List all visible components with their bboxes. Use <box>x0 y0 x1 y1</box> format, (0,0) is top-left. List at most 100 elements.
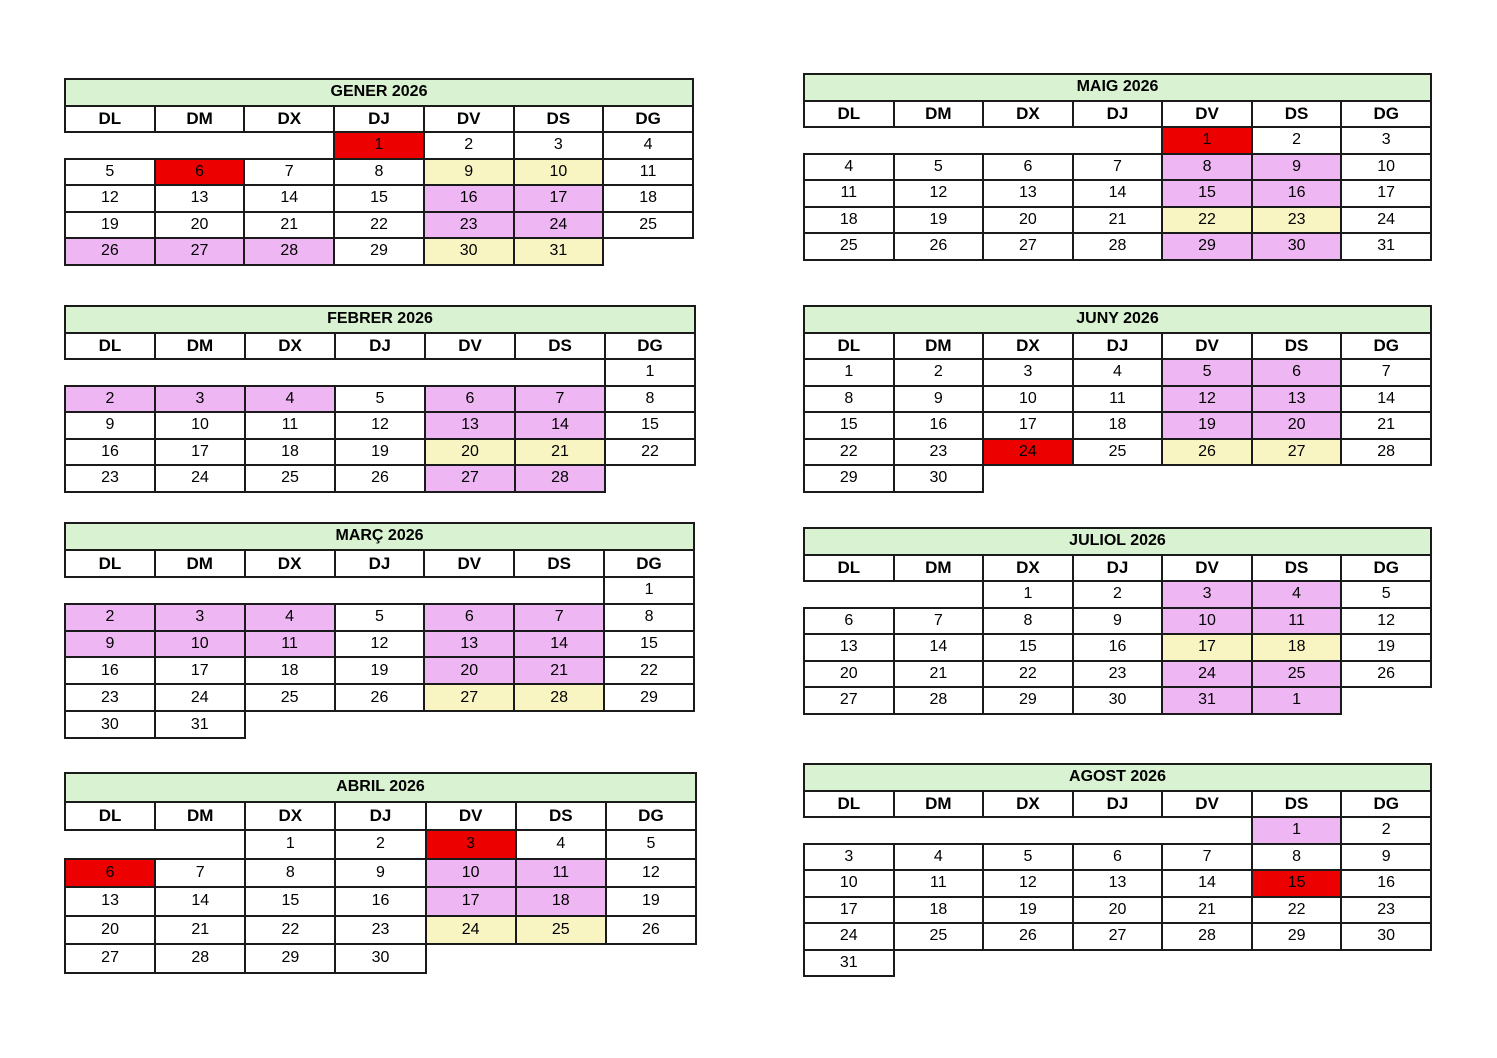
day-cell: 19 <box>892 205 985 234</box>
day-header: DJ <box>334 331 426 360</box>
day-header: DX <box>982 99 1074 128</box>
day-cell: 22 <box>603 656 695 686</box>
day-cell: 11 <box>892 869 985 898</box>
empty-cell <box>893 126 984 155</box>
day-cell: 6 <box>1250 358 1343 387</box>
day-cell: 26 <box>604 914 698 945</box>
week-row: 16 17 18 19 20 21 22 <box>64 656 695 686</box>
empty-cell <box>1072 464 1163 492</box>
day-cell: 3 <box>1161 580 1253 609</box>
day-cell: 2 <box>422 131 515 160</box>
day-cell: 23 <box>64 464 156 493</box>
day-cell: 4 <box>244 384 336 413</box>
day-cell: 12 <box>64 184 156 213</box>
day-cell: 28 <box>243 237 336 266</box>
day-cell: 4 <box>1250 580 1343 609</box>
day-header: DJ <box>1071 331 1164 360</box>
day-cell: 6 <box>63 857 157 888</box>
day-cell: 26 <box>1340 659 1432 688</box>
day-cell: 14 <box>892 633 985 662</box>
month-title: AGOST 2026 <box>803 763 1432 792</box>
day-header: DL <box>803 99 895 128</box>
empty-cell <box>1072 126 1163 155</box>
day-cell: 7 <box>514 384 606 413</box>
day-cell: 11 <box>1250 606 1343 635</box>
empty-cell <box>425 943 516 973</box>
day-cell: 8 <box>982 606 1074 635</box>
month-title: MAIG 2026 <box>803 73 1432 102</box>
day-cell: 13 <box>1250 384 1343 413</box>
week-row: 20 21 22 23 24 25 26 <box>63 914 698 945</box>
day-cell: 8 <box>333 157 425 186</box>
empty-cell <box>1341 686 1431 714</box>
day-cell: 31 <box>512 237 605 266</box>
day-cell: 12 <box>1340 606 1432 635</box>
day-cell: 13 <box>153 184 246 213</box>
day-cell: 16 <box>64 656 156 686</box>
day-cell: 17 <box>424 886 517 917</box>
day-cell: 3 <box>154 384 246 413</box>
week-row: 17 18 19 20 21 22 23 <box>803 895 1432 924</box>
week-row: 20 21 22 23 24 25 26 <box>803 659 1432 688</box>
day-header: DS <box>1250 789 1343 818</box>
day-cell: 23 <box>892 437 985 466</box>
day-cell: 28 <box>513 683 606 713</box>
day-cell: 20 <box>803 659 895 688</box>
day-cell: 5 <box>64 157 156 186</box>
day-cell: 24 <box>424 914 517 945</box>
day-cell: 14 <box>154 886 247 917</box>
day-cell: 25 <box>602 210 694 239</box>
day-cell: 3 <box>982 358 1074 387</box>
month-table: MAIG 2026 DL DM DX DJ DV DS DG 1 2 3 4 5 6 7 8 9 10 11 12 13… <box>803 73 1432 261</box>
day-cell: 8 <box>803 384 895 413</box>
day-cell: 9 <box>1340 842 1432 871</box>
empty-cell <box>605 464 695 492</box>
day-cell: 24 <box>803 922 895 951</box>
day-cell: 22 <box>604 437 696 466</box>
day-cell: 10 <box>154 411 246 440</box>
week-row: 16 17 18 19 20 21 22 <box>64 437 696 466</box>
day-cell: 8 <box>603 602 695 632</box>
day-cell: 8 <box>1250 842 1343 871</box>
day-cell: 27 <box>803 686 895 715</box>
day-cell: 6 <box>153 157 246 186</box>
month-table: GENER 2026 DL DM DX DJ DV DS DG 1 2 3 4 5 6 7 8 9 10 11 12 1… <box>64 78 694 266</box>
empty-cell <box>1251 464 1342 492</box>
day-cell: 7 <box>1161 842 1253 871</box>
day-cell: 5 <box>333 602 426 632</box>
day-cell: 6 <box>982 152 1074 181</box>
day-cell: 28 <box>514 464 606 493</box>
day-cell: 19 <box>604 886 698 917</box>
empty-cell <box>335 358 425 387</box>
empty-cell <box>1162 948 1252 976</box>
day-header: DV <box>1161 331 1253 360</box>
day-cell: 19 <box>333 656 426 686</box>
empty-cell <box>65 358 155 387</box>
day-cell: 15 <box>604 411 696 440</box>
week-row: 15 16 17 18 19 20 21 <box>803 411 1432 440</box>
day-cell: 9 <box>892 384 985 413</box>
day-header: DM <box>892 789 985 818</box>
day-cell: 16 <box>334 886 427 917</box>
empty-cell <box>893 948 984 976</box>
day-cell: 21 <box>1161 895 1253 924</box>
day-cell: 20 <box>1071 895 1164 924</box>
day-cell: 10 <box>512 157 605 186</box>
day-cell: 18 <box>244 437 336 466</box>
day-header: DM <box>154 331 246 360</box>
day-cell: 10 <box>1161 606 1253 635</box>
day-cell: 2 <box>64 602 156 632</box>
empty-cell <box>1162 816 1252 845</box>
day-header: DL <box>64 331 156 360</box>
week-row: 8 9 10 11 12 13 14 <box>803 384 1432 413</box>
day-cell: 6 <box>803 606 895 635</box>
day-header: DG <box>603 548 695 578</box>
day-cell: 13 <box>423 629 516 659</box>
day-header: DG <box>1340 99 1432 128</box>
day-cell: 27 <box>1071 922 1164 951</box>
day-cell: 6 <box>424 384 516 413</box>
week-row: 23 24 25 26 27 28 29 <box>64 683 695 713</box>
